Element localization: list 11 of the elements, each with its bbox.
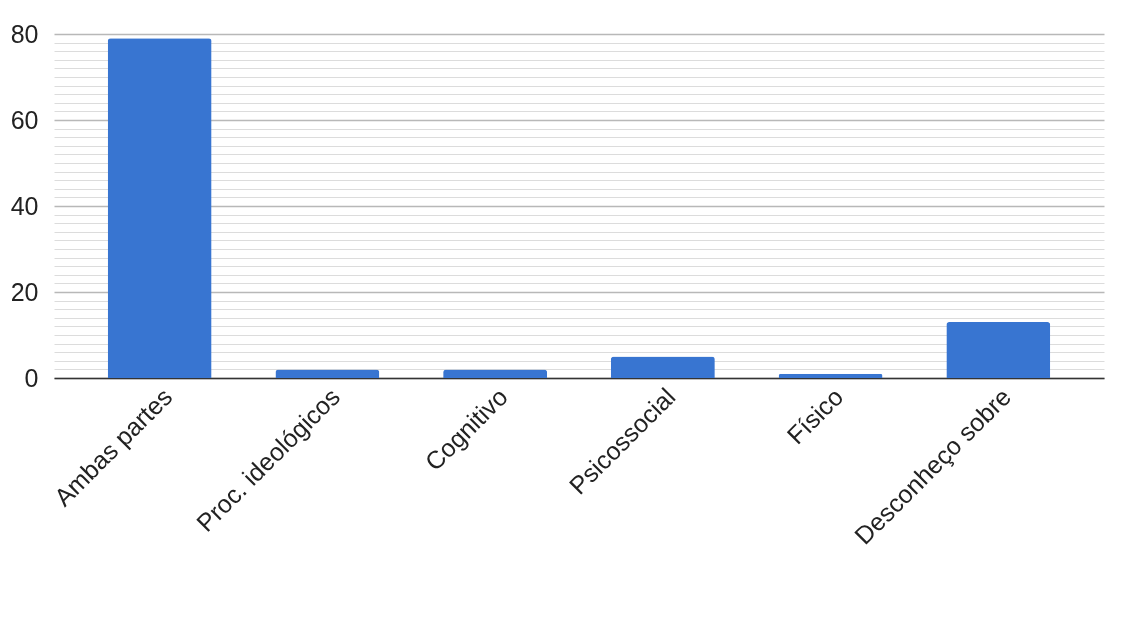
bar [778, 373, 883, 378]
y-tick-label: 40 [10, 191, 39, 220]
y-tick-label: 80 [10, 19, 39, 48]
bar [107, 38, 212, 378]
bar [275, 369, 380, 378]
bar [443, 369, 548, 378]
y-tick-label: 0 [24, 363, 39, 392]
y-tick-label: 20 [10, 277, 39, 306]
bar [946, 322, 1051, 378]
y-tick-label: 60 [10, 105, 39, 134]
bar [610, 356, 715, 378]
